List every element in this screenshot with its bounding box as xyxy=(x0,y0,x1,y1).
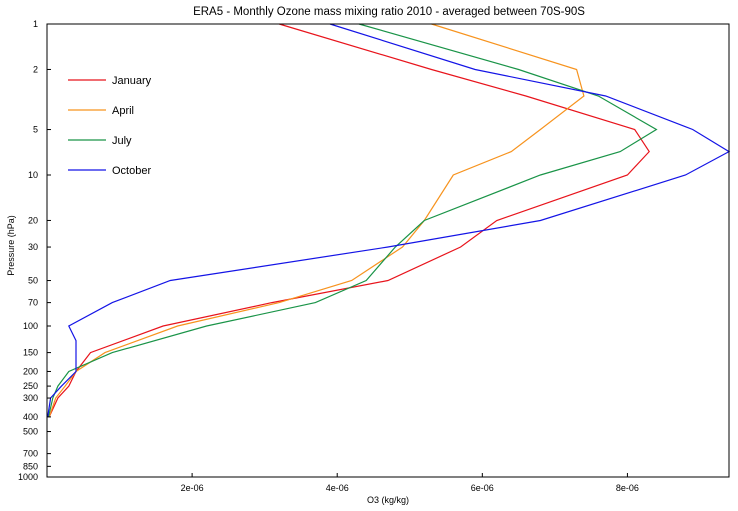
axis-layer: 1 2 5 10 20 30 50 70 100 150 200 250 300 400 500 700 850… xyxy=(18,19,639,493)
y-tick-label: 70 xyxy=(28,298,38,308)
y-tick-label: 50 xyxy=(28,276,38,286)
y-tick-label: 250 xyxy=(23,381,38,391)
y-axis-label: Pressure (hPa) xyxy=(6,215,16,276)
plot-frame xyxy=(46,23,730,478)
y-tick-label: 30 xyxy=(28,242,38,252)
x-tick-label: 8e-06 xyxy=(616,483,639,493)
series-line-october xyxy=(47,23,731,417)
y-tick-label: 400 xyxy=(23,412,38,422)
legend-label-april: April xyxy=(112,105,134,117)
y-tick-label: 500 xyxy=(23,427,38,437)
legend: January April July October xyxy=(68,75,152,177)
series-line-january xyxy=(48,23,650,418)
y-tick-label: 150 xyxy=(23,348,38,358)
legend-label-july: July xyxy=(112,135,132,147)
y-tick-label: 2 xyxy=(33,64,38,74)
x-axis-label: O3 (kg/kg) xyxy=(367,495,409,505)
y-tick-label: 700 xyxy=(23,449,38,459)
legend-label-january: January xyxy=(112,75,152,87)
y-tick-label: 1000 xyxy=(18,472,38,482)
y-tick-label: 100 xyxy=(23,321,38,331)
series-line-april xyxy=(48,23,585,418)
legend-label-october: October xyxy=(112,165,151,177)
y-tick-label: 850 xyxy=(23,461,38,471)
y-tick-label: 20 xyxy=(28,215,38,225)
x-tick-label: 4e-06 xyxy=(326,483,349,493)
x-tick-label: 2e-06 xyxy=(181,483,204,493)
series-line-july xyxy=(47,23,658,418)
x-tick-label: 6e-06 xyxy=(471,483,494,493)
y-tick-label: 300 xyxy=(23,393,38,403)
y-tick-label: 10 xyxy=(28,170,38,180)
y-tick-label: 1 xyxy=(33,19,38,29)
chart-title: ERA5 - Monthly Ozone mass mixing ratio 2… xyxy=(193,6,585,18)
y-tick-label: 200 xyxy=(23,366,38,376)
y-tick-label: 5 xyxy=(33,125,38,135)
series-layer xyxy=(47,23,731,418)
